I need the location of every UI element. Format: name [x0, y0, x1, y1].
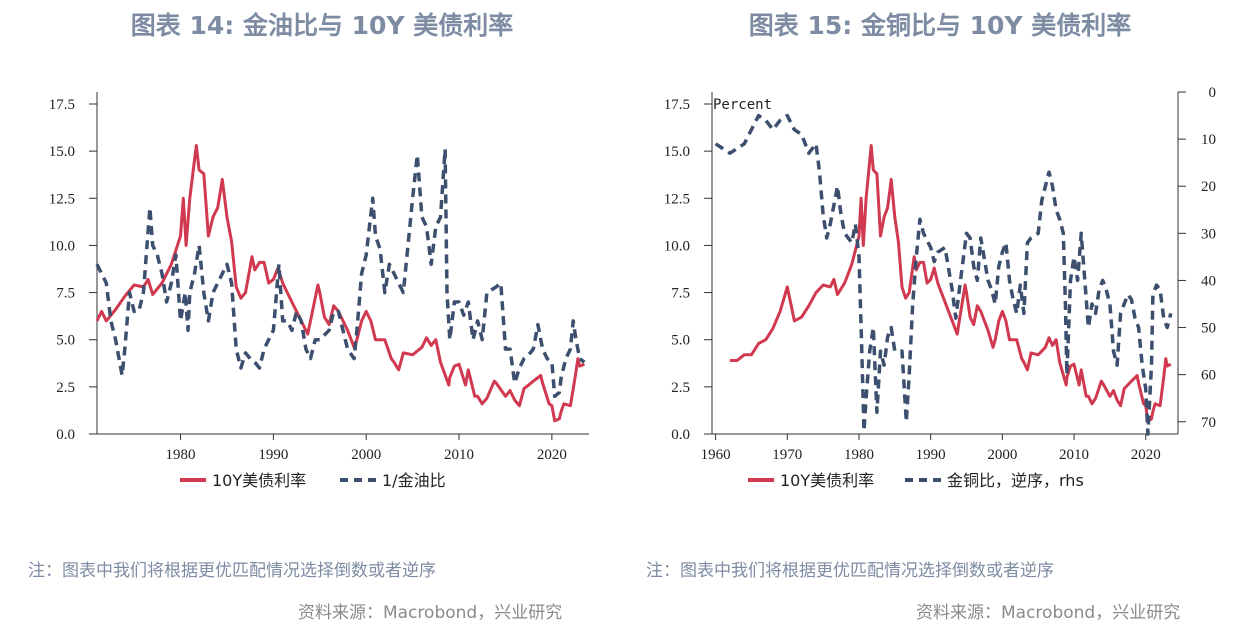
note-right: 注：图表中我们将根据更优匹配情况选择倒数或者逆序: [646, 561, 1054, 581]
x-tick-label: 1980: [166, 447, 196, 463]
y-axis-label: Percent: [713, 97, 772, 113]
source-left: 资料来源：Macrobond，兴业研究: [298, 603, 563, 623]
y2-tick-label: 60: [1201, 368, 1216, 384]
x-tick-label: 2020: [537, 447, 567, 463]
y-tick-label: 10.0: [664, 238, 690, 254]
y-tick-label: 12.5: [664, 191, 690, 207]
y-tick-label: 5.0: [671, 333, 690, 349]
chart-title-left: 图表 14: 金油比与 10Y 美债利率: [130, 11, 514, 40]
note-left: 注：图表中我们将根据更优匹配情况选择倒数或者逆序: [28, 561, 436, 581]
y2-tick-label: 20: [1201, 179, 1216, 195]
legend-label: 1/金油比: [382, 471, 446, 490]
legend-label: 金铜比，逆序，rhs: [947, 471, 1084, 490]
y-tick-label: 2.5: [56, 380, 75, 396]
y-tick-label: 12.5: [49, 191, 75, 207]
x-tick-label: 2020: [1131, 447, 1161, 463]
x-tick-label: 1970: [772, 447, 802, 463]
chart-title-right: 图表 15: 金铜比与 10Y 美债利率: [748, 11, 1132, 40]
y-tick-label: 2.5: [671, 380, 690, 396]
ratio-series-line: [714, 113, 1173, 436]
y-tick-label: 7.5: [56, 286, 75, 302]
y2-tick-label: 70: [1201, 415, 1216, 431]
yield-series-line: [729, 144, 1172, 423]
x-tick-label: 2010: [444, 447, 474, 463]
y2-tick-label: 50: [1201, 321, 1216, 337]
ratio-series-line: [95, 147, 586, 399]
y2-tick-label: 0: [1209, 85, 1217, 101]
x-tick-label: 1960: [701, 447, 731, 463]
y-tick-label: 15.0: [664, 144, 690, 160]
y2-tick-label: 30: [1201, 226, 1216, 242]
y-tick-label: 5.0: [56, 333, 75, 349]
x-tick-label: 2000: [351, 447, 381, 463]
x-tick-label: 1990: [258, 447, 288, 463]
y-tick-label: 0.0: [671, 427, 690, 443]
y-tick-label: 0.0: [56, 427, 75, 443]
y-tick-label: 17.5: [49, 97, 75, 113]
y-tick-label: 15.0: [49, 144, 75, 160]
y2-tick-label: 40: [1201, 273, 1216, 289]
x-tick-label: 1990: [916, 447, 946, 463]
legend-label: 10Y美债利率: [212, 471, 306, 490]
y-tick-label: 10.0: [49, 238, 75, 254]
x-tick-label: 2010: [1059, 447, 1089, 463]
y-tick-label: 7.5: [671, 286, 690, 302]
y2-tick-label: 10: [1201, 132, 1216, 148]
y-tick-label: 17.5: [664, 97, 690, 113]
x-tick-label: 1980: [844, 447, 874, 463]
x-tick-label: 2000: [987, 447, 1017, 463]
legend-label: 10Y美债利率: [780, 471, 874, 490]
source-right: 资料来源：Macrobond，兴业研究: [916, 603, 1181, 623]
